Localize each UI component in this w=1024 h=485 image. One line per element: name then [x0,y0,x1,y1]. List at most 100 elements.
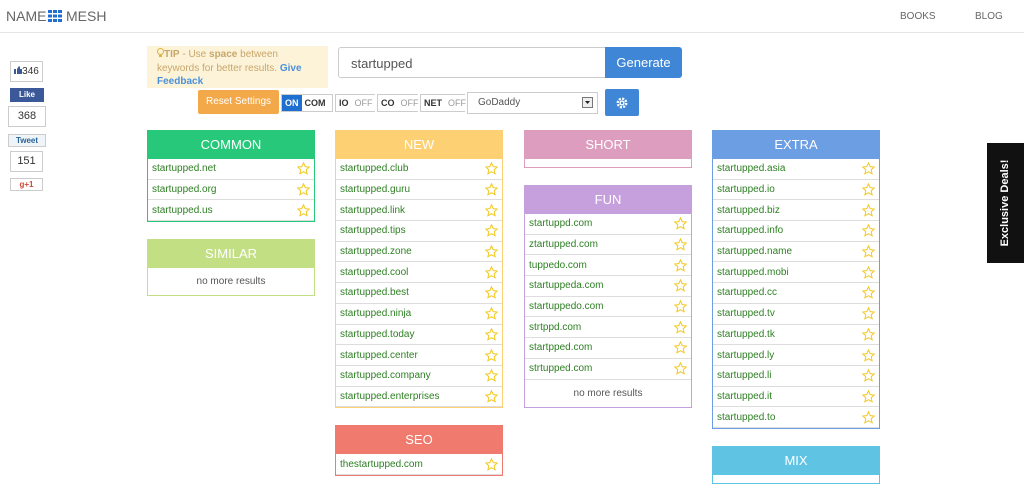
favorite-star[interactable] [862,245,875,258]
side-tab-label: Exclusive Deals! [999,160,1011,247]
favorite-star[interactable] [485,458,498,471]
result-row[interactable]: startupped.ly [713,345,879,366]
result-row[interactable]: startupped.company [336,366,502,387]
favorite-star[interactable] [862,204,875,217]
favorite-star[interactable] [485,224,498,237]
result-row[interactable]: startupped.biz [713,200,879,221]
settings-button[interactable] [605,89,639,116]
result-row[interactable]: startupped.name [713,242,879,263]
favorite-star[interactable] [674,321,687,334]
result-row[interactable]: startupped.mobi [713,262,879,283]
panel-title: NEW [336,131,502,159]
favorite-star[interactable] [485,328,498,341]
result-row[interactable]: startupped.cc [713,283,879,304]
favorite-star[interactable] [485,369,498,382]
result-row[interactable]: startupped.club [336,159,502,180]
result-row[interactable]: strtppd.com [525,317,691,338]
favorite-star[interactable] [485,266,498,279]
favorite-star[interactable] [485,204,498,217]
favorite-star[interactable] [862,286,875,299]
result-row[interactable]: startupped.best [336,283,502,304]
result-row[interactable]: startupped.tips [336,221,502,242]
result-row[interactable]: startupped.li [713,366,879,387]
result-row[interactable]: startupped.to [713,407,879,428]
result-row[interactable]: ztartupped.com [525,235,691,256]
favorite-star[interactable] [862,266,875,279]
toggle[interactable]: NETOFF [420,94,465,112]
nav-link[interactable]: BLOG [975,11,1003,22]
favorite-star[interactable] [862,411,875,424]
favorite-star[interactable] [485,349,498,362]
favorite-star[interactable] [862,162,875,175]
favorite-star[interactable] [674,238,687,251]
favorite-star[interactable] [485,162,498,175]
reset-button[interactable]: Reset Settings [198,90,279,114]
result-row[interactable]: startupped.guru [336,180,502,201]
favorite-star[interactable] [297,162,310,175]
result-row[interactable]: startupped.tv [713,304,879,325]
result-row[interactable]: tuppedo.com [525,255,691,276]
result-row[interactable]: startupped.org [148,180,314,201]
favorite-star[interactable] [485,183,498,196]
favorite-star[interactable] [674,279,687,292]
favorite-star[interactable] [862,349,875,362]
favorite-star[interactable] [674,341,687,354]
domain-name: startupped.li [717,370,771,381]
result-row[interactable]: startupped.center [336,345,502,366]
favorite-star[interactable] [485,307,498,320]
favorite-star[interactable] [674,217,687,230]
favorite-star[interactable] [485,390,498,403]
result-row[interactable]: startupped.tk [713,325,879,346]
favorite-star[interactable] [674,362,687,375]
registrar-select[interactable]: GoDaddy [467,92,598,114]
panel-body [713,475,879,483]
side-tab[interactable]: Exclusive Deals! [987,143,1024,263]
favorite-star[interactable] [297,204,310,217]
result-row[interactable]: startpped.com [525,338,691,359]
favorite-star[interactable] [862,328,875,341]
favorite-star[interactable] [862,390,875,403]
result-row[interactable]: strtupped.com [525,359,691,380]
favorite-star[interactable] [485,245,498,258]
result-row[interactable]: startupped.it [713,387,879,408]
result-row[interactable]: startupped.asia [713,159,879,180]
result-row[interactable]: startupped.zone [336,242,502,263]
result-row[interactable]: startupped.ninja [336,304,502,325]
favorite-star[interactable] [674,300,687,313]
logo-right[interactable]: MESH [66,8,106,24]
result-row[interactable]: startupped.info [713,221,879,242]
domain-name: startupped.best [340,287,409,298]
result-row[interactable]: startupped.today [336,325,502,346]
domain-name: thestartupped.com [340,459,423,470]
favorite-star[interactable] [862,307,875,320]
result-row[interactable]: startupped.io [713,180,879,201]
nav-link[interactable]: BOOKS [900,11,936,22]
result-row[interactable]: startupped.link [336,200,502,221]
select-arrow [582,97,593,108]
result-row[interactable]: startuppeda.com [525,276,691,297]
favorite-star[interactable] [297,183,310,196]
gplus-button[interactable]: g+1 [10,178,43,191]
result-row[interactable]: startupped.net [148,159,314,180]
result-row[interactable]: thestartupped.com [336,454,502,475]
result-row[interactable]: startupped.us [148,200,314,221]
domain-name: tuppedo.com [529,260,587,271]
result-row[interactable]: startuppd.com [525,214,691,235]
toggle[interactable]: COOFF [377,94,418,112]
search-input[interactable]: startupped [338,47,606,78]
result-row[interactable]: startupped.enterprises [336,387,502,408]
result-row[interactable]: startuppedo.com [525,297,691,318]
favorite-star[interactable] [674,259,687,272]
favorite-star[interactable] [862,183,875,196]
favorite-star[interactable] [862,224,875,237]
toggle[interactable]: ONCOM [281,94,333,112]
tweet-button[interactable]: Tweet [8,134,46,147]
favorite-star[interactable] [862,369,875,382]
logo-left[interactable]: NAME [6,8,46,24]
like-button[interactable]: Like [10,88,44,102]
favorite-star[interactable] [485,286,498,299]
generate-button[interactable]: Generate [605,47,682,78]
toggle[interactable]: IOOFF [335,94,375,112]
domain-name: strtupped.com [529,363,592,374]
result-row[interactable]: startupped.cool [336,262,502,283]
